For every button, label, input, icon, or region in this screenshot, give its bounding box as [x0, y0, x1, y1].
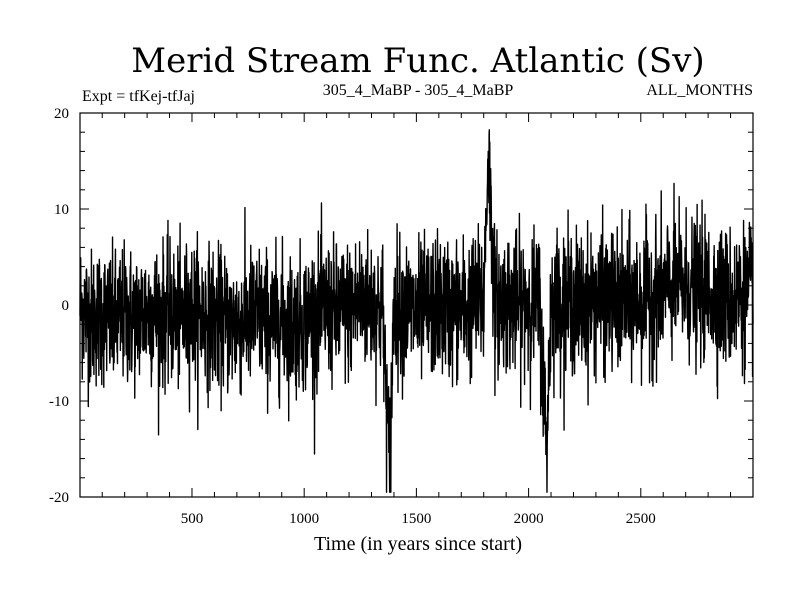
- x-tick-label: 1000: [289, 511, 319, 527]
- months-label: ALL_MONTHS: [646, 82, 753, 99]
- x-axis-label: Time (in years since start): [314, 533, 522, 555]
- y-tick-label: 10: [54, 202, 69, 218]
- x-tick-label: 2500: [626, 511, 656, 527]
- y-tick-label: -10: [49, 394, 69, 410]
- y-tick-label: -20: [49, 490, 69, 506]
- experiment-label: Expt = tfKej-tfJaj: [82, 88, 195, 105]
- y-tick-label: 0: [62, 298, 70, 314]
- x-tick-label: 500: [181, 511, 204, 527]
- series-line: [79, 129, 754, 493]
- tick-labels: 500 1000 1500 2000 2500 -20 -10 0 10 20: [49, 106, 656, 527]
- x-tick-label: 1500: [401, 511, 431, 527]
- period-label: 305_4_MaBP - 305_4_MaBP: [323, 82, 514, 99]
- chart-title: Merid Stream Func. Atlantic (Sv): [131, 41, 704, 81]
- x-tick-label: 2000: [514, 511, 544, 527]
- series-layer: [79, 129, 754, 493]
- axes: [79, 112, 754, 498]
- y-tick-label: 20: [54, 106, 69, 122]
